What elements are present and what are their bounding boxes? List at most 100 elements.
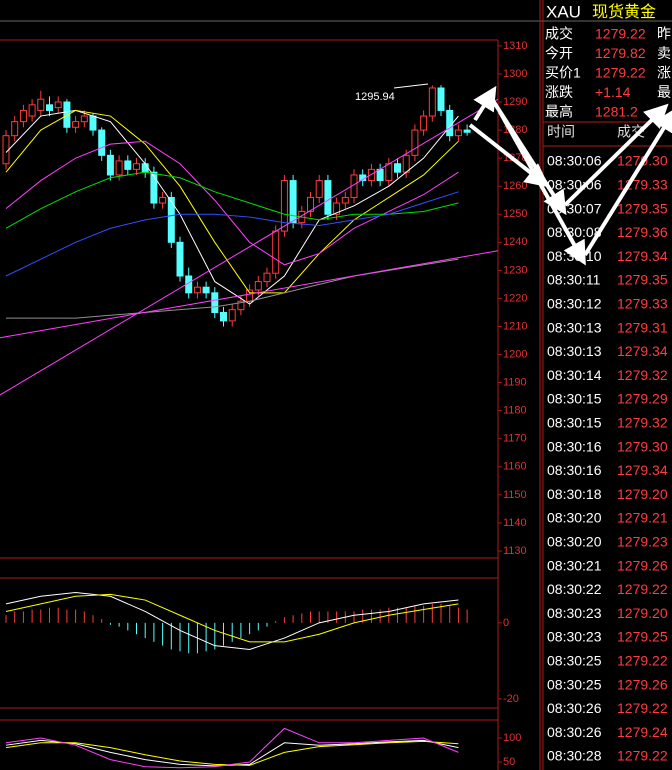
tick-time: 08:30:20 xyxy=(547,510,602,526)
candle-body xyxy=(341,196,349,204)
y-tick-label: 1200 xyxy=(503,348,527,360)
y-tick-label: 1210 xyxy=(503,320,527,332)
y-tick-label: 1230 xyxy=(503,264,527,276)
y-tick-label: 1260 xyxy=(503,180,527,192)
quote-value: +1.14 xyxy=(595,84,631,100)
candle-body xyxy=(54,101,62,109)
indicator-line xyxy=(0,98,498,396)
quote-label: 涨 xyxy=(657,65,671,81)
candle-body xyxy=(446,109,454,137)
candle-body xyxy=(89,115,97,131)
indicator-line xyxy=(5,109,459,305)
tick-time: 08:30:15 xyxy=(547,415,602,431)
candle-body xyxy=(19,109,27,123)
candle-body xyxy=(394,163,402,173)
indicator-line xyxy=(5,739,459,767)
tick-price: 1279.20 xyxy=(617,486,668,502)
y-tick-label: 1170 xyxy=(503,433,527,445)
tick-price: 1279.22 xyxy=(617,748,668,764)
tick-price: 1279.32 xyxy=(617,367,668,383)
candle-body xyxy=(315,180,323,198)
candle-body xyxy=(72,121,80,128)
quote-label: 今开 xyxy=(545,45,573,61)
candle-body xyxy=(11,121,19,137)
candle-body xyxy=(385,163,393,182)
tick-time: 08:30:23 xyxy=(547,629,602,645)
tick-price: 1279.31 xyxy=(617,319,668,335)
candle-body xyxy=(80,115,88,123)
tick-price: 1279.22 xyxy=(617,653,668,669)
candle-body xyxy=(246,289,254,302)
candle-body xyxy=(280,180,288,232)
tick-time: 08:30:13 xyxy=(547,319,602,335)
y-tick-label: 1190 xyxy=(503,377,527,389)
tick-price: 1279.34 xyxy=(617,248,668,264)
candle-body xyxy=(289,180,297,224)
candle-body xyxy=(211,292,219,313)
y-tick-label: 1220 xyxy=(503,292,527,304)
tick-time: 08:30:23 xyxy=(547,605,602,621)
candle-body xyxy=(28,104,36,117)
candle-body xyxy=(159,196,167,204)
tick-time: 08:30:25 xyxy=(547,676,602,692)
candle-body xyxy=(367,168,375,182)
candle-body xyxy=(141,163,149,173)
leader xyxy=(393,83,429,89)
tick-price: 1279.35 xyxy=(617,272,668,288)
quote-label: 最高 xyxy=(545,104,573,120)
arrows xyxy=(468,85,672,266)
candle-body xyxy=(307,196,315,212)
candle-body xyxy=(150,171,158,204)
charts: 1130 1140 1150 1160 1170 1180 1190 1200 1210 1220… xyxy=(0,40,527,769)
candle-body xyxy=(402,154,410,173)
tick-price: 1279.36 xyxy=(617,224,668,240)
tick-price: 1279.21 xyxy=(617,510,668,526)
tick-time: 08:30:16 xyxy=(547,438,602,454)
y-tick-label: 1130 xyxy=(503,545,527,557)
plot xyxy=(5,727,459,769)
candle-body xyxy=(333,202,341,215)
y-tick-label: 1300 xyxy=(503,68,527,80)
indicator-line xyxy=(5,171,459,229)
plot xyxy=(5,591,468,654)
y-tick-label: 100 xyxy=(503,732,521,744)
quote-value: 1279.22 xyxy=(595,65,646,81)
symbol-name: 现货黄金 xyxy=(592,3,656,21)
y-tick-label: -20 xyxy=(503,693,519,705)
candle-body xyxy=(428,87,436,117)
tick-time: 08:30:18 xyxy=(547,486,602,502)
tick-price: 1279.20 xyxy=(617,605,668,621)
tick-time: 08:30:12 xyxy=(547,296,602,312)
candle-body xyxy=(98,129,106,156)
tick-time: 08:30:22 xyxy=(547,581,602,597)
tick-time: 08:30:16 xyxy=(547,462,602,478)
candle-body xyxy=(220,311,228,322)
candle-body xyxy=(263,272,271,283)
tick-time: 08:30:20 xyxy=(547,534,602,550)
tick-time: 08:30:26 xyxy=(547,724,602,740)
candle-body xyxy=(106,154,114,176)
candle-body xyxy=(133,163,141,170)
column-header: 时间 xyxy=(547,124,575,140)
plot xyxy=(0,85,498,396)
tick-price: 1279.22 xyxy=(617,700,668,716)
indicator-line xyxy=(5,593,459,643)
candle-body xyxy=(272,230,280,274)
tick-time: 08:30:21 xyxy=(547,557,602,573)
tick-time: 08:30:28 xyxy=(547,748,602,764)
tick-time: 08:30:14 xyxy=(547,367,602,383)
candle-body xyxy=(237,300,245,311)
candle-body xyxy=(37,98,45,111)
tick-time: 08:30:26 xyxy=(547,700,602,716)
y-tick-label: 1250 xyxy=(503,208,527,220)
y-tick-label: 1290 xyxy=(503,96,527,108)
tick-price: 1279.35 xyxy=(617,200,668,216)
tick-time: 08:30:06 xyxy=(547,153,602,169)
y-tick-label: 1140 xyxy=(503,517,527,529)
candle-body xyxy=(411,129,419,156)
tick-price: 1279.32 xyxy=(617,415,668,431)
quote-label: 最 xyxy=(657,84,671,100)
quote-label: 卖 xyxy=(657,45,671,61)
